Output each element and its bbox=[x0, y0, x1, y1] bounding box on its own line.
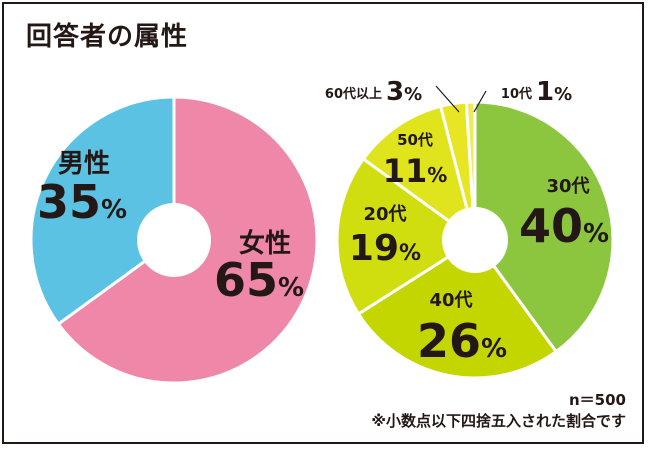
pie2-slice-0 bbox=[473, 100, 615, 354]
sample-size-note: n＝500 bbox=[569, 391, 626, 409]
pie2-slice-1 bbox=[356, 237, 559, 380]
age-value-30s: 40% bbox=[519, 199, 609, 253]
pie2-slice-3 bbox=[361, 104, 478, 244]
gender-value-male: 35% bbox=[37, 175, 127, 229]
gender-label-male: 男性 bbox=[58, 149, 110, 179]
chart-notes: n＝500 ※小数点以下四捨五入された割合です bbox=[371, 390, 626, 432]
age-leader-10s bbox=[473, 90, 487, 113]
age-value-60plus: 3% bbox=[386, 77, 422, 107]
age-value-10s: 1% bbox=[536, 77, 572, 107]
pie2-slice-2 bbox=[335, 156, 478, 317]
age-leader-60plus bbox=[435, 85, 460, 113]
chart-frame: 回答者の属性 女性 65% 男性 35% 30代 40% 40代 26% 20代 19% 50代 1… bbox=[2, 2, 644, 444]
rounding-note: ※小数点以下四捨五入された割合です bbox=[371, 412, 626, 430]
age-value-40s: 26% bbox=[417, 314, 507, 368]
chart-title: 回答者の属性 bbox=[26, 22, 189, 52]
age-label-50s: 50代 bbox=[397, 131, 433, 149]
age-value-50s: 11% bbox=[383, 152, 448, 190]
age-label-40s: 40代 bbox=[429, 290, 472, 311]
gender-pie bbox=[29, 95, 319, 385]
pie2-slice-5 bbox=[464, 100, 477, 241]
gender-value-female: 65% bbox=[214, 253, 304, 307]
age-label-10s: 10代 bbox=[501, 86, 532, 102]
age-label-30s: 30代 bbox=[546, 176, 589, 197]
pie1-slice-1 bbox=[29, 95, 176, 327]
age-label-20s: 20代 bbox=[363, 204, 406, 225]
pie2-hole bbox=[442, 207, 508, 273]
gender-label-female: 女性 bbox=[239, 228, 291, 259]
age-pie bbox=[335, 100, 615, 380]
age-value-20s: 19% bbox=[349, 228, 421, 269]
age-label-60plus: 60代以上 bbox=[325, 86, 382, 102]
pie1-hole bbox=[137, 203, 211, 277]
